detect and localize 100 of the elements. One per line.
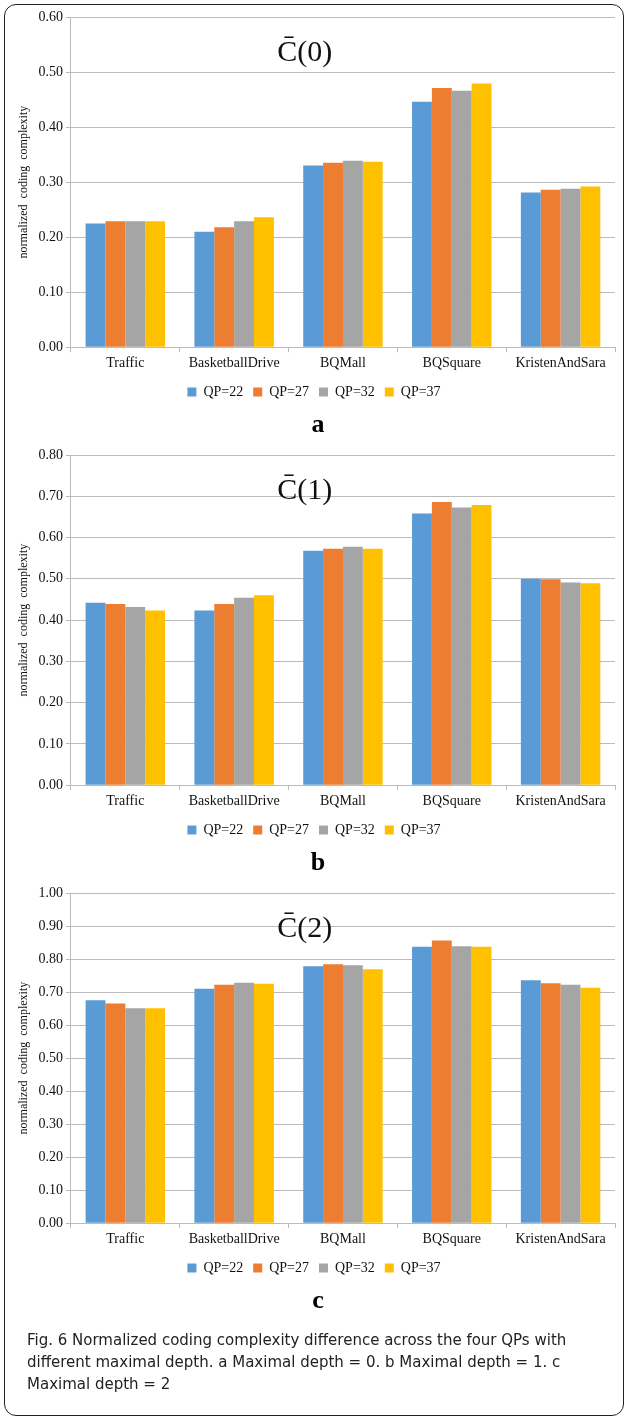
y-tick-label: 0.40 [38,611,63,627]
y-tick-label: 0.90 [38,917,63,933]
bar [194,988,215,1223]
bar [342,965,363,1223]
y-tick-label: 0.40 [38,1082,63,1098]
legend-label: QP=32 [335,821,375,837]
y-axis-title: normalized coding complexity [16,543,31,697]
bar [362,548,383,785]
x-tick-label: BQSquare [422,1231,481,1247]
y-tick-label: 0.00 [38,776,63,792]
bar [125,606,146,785]
bar [323,548,343,785]
x-tick-label: BasketballDrive [188,355,280,371]
y-tick-label: 0.60 [38,529,63,545]
bar [451,507,472,785]
text: C̄(1) [277,472,333,507]
bar [560,582,581,785]
bar [234,982,254,1223]
y-tick-label: 0.40 [38,118,63,134]
y-tick-label: 0.50 [38,63,63,79]
legend-label: QP=22 [203,821,244,837]
y-tick-label: 0.70 [38,983,63,999]
bar [214,604,235,785]
x-tick-label: BQSquare [422,355,481,371]
bar [560,984,581,1223]
x-tick-label: Traffic [106,793,145,809]
bar [540,579,561,785]
bar [145,610,166,785]
text: c [311,1285,325,1316]
y-tick-label: 0.60 [38,8,63,24]
y-tick-label: 0.50 [38,570,63,586]
text: b [309,847,327,878]
bar [412,101,432,347]
y-tick-label: 0.80 [38,950,63,966]
x-tick-label: KristenAndSara [515,355,607,371]
legend-label: QP=32 [335,383,375,399]
bar [105,221,126,347]
bar [580,186,601,347]
bar [85,1000,106,1223]
bar [323,964,343,1223]
bar [362,969,383,1223]
bar [520,578,541,785]
legend-label: QP=37 [400,821,441,837]
y-tick-label: 0.80 [38,446,63,462]
y-tick-label: 0.20 [38,1148,63,1164]
text: C̄(0) [277,34,333,69]
legend-label: QP=27 [269,821,309,837]
text: C̄(2) [277,910,333,945]
y-tick-label: 0.60 [38,1016,63,1032]
bar [253,595,274,785]
x-tick-label: KristenAndSara [515,793,607,809]
bar [520,192,541,347]
caption: Fig. 6 Normalized coding complexity difference across the four QPs with different maximal depth. a Maximal depth = 0. b Maximal depth = 1. c Maximal depth = 2 [26,1330,568,1395]
bar [412,513,432,785]
bar [560,188,581,347]
bar [540,189,561,347]
bar [471,83,492,347]
legend-label: QP=22 [203,1259,244,1275]
bar [540,983,561,1223]
bar [194,610,215,785]
bar [214,227,235,347]
legend-label: QP=32 [335,1259,375,1275]
y-tick-label: 0.30 [38,173,63,189]
bar [214,984,235,1223]
y-axis-title: normalized coding complexity [16,105,31,259]
bar [431,940,452,1223]
y-tick-label: 0.20 [38,228,63,244]
y-tick-label: 0.10 [38,1181,63,1197]
x-tick-label: KristenAndSara [515,1231,607,1247]
bar [303,165,324,347]
bar [125,1008,146,1223]
bar [85,223,106,347]
legend-label: QP=37 [400,1259,441,1275]
bar [303,966,324,1223]
y-tick-label: 0.20 [38,694,63,710]
bar [253,217,274,347]
bar [234,221,254,347]
bar [431,502,452,785]
x-tick-label: BQMall [320,1231,366,1247]
bar [253,983,274,1223]
bar [323,162,343,347]
x-tick-label: BQMall [320,793,366,809]
bar [431,87,452,347]
text: a [310,409,326,440]
bar [303,550,324,785]
y-tick-label: 0.00 [38,338,63,354]
bar [342,546,363,785]
y-tick-label: 0.10 [38,735,63,751]
legend-label: QP=27 [269,1259,309,1275]
y-axis-title: normalized coding complexity [16,981,31,1135]
bar [580,987,601,1223]
bar [125,221,146,347]
bar [471,946,492,1223]
bar [362,161,383,347]
y-tick-label: 1.00 [38,884,63,900]
bar [412,946,432,1223]
y-tick-label: 0.70 [38,487,63,503]
x-tick-label: BQMall [320,355,366,371]
x-tick-label: Traffic [106,355,145,371]
y-tick-label: 0.30 [38,653,63,669]
